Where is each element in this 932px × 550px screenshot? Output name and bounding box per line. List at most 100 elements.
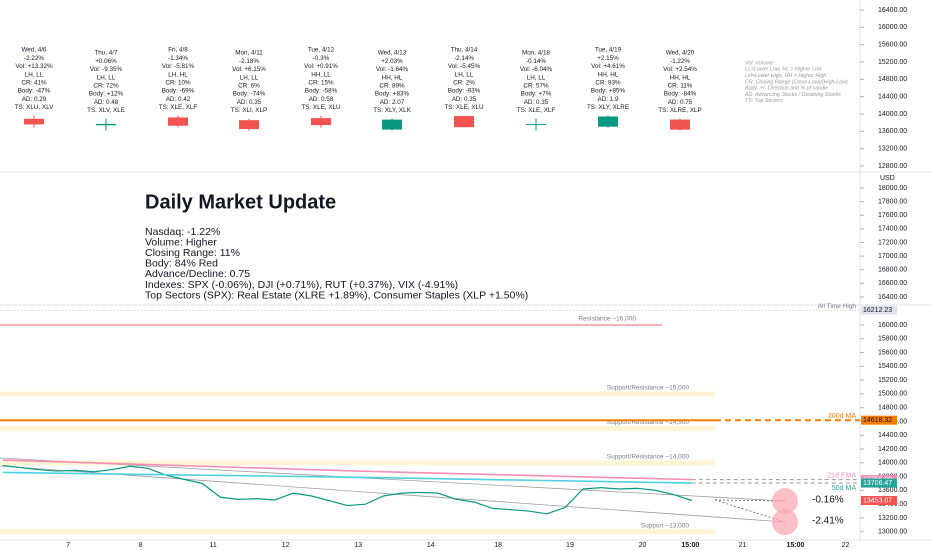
target-circle — [772, 488, 798, 514]
card-line: -1.34% — [168, 55, 188, 62]
ma-label: 50d MA — [832, 485, 856, 492]
card-line: -1.22% — [670, 58, 690, 65]
price-badge-label: 16212.23 — [863, 307, 892, 314]
y-tick-label: 17000.00 — [878, 253, 907, 260]
x-tick-label: 21 — [739, 542, 747, 549]
candle-body — [454, 116, 474, 128]
y-tick-label: 13600.00 — [878, 487, 907, 494]
y-tick-label: 13200.00 — [878, 145, 907, 152]
candle-body — [96, 123, 116, 126]
ma-line — [2, 459, 692, 481]
level-label: Support/Resistance ~14,500 — [607, 419, 690, 426]
price-badge-label: 13453.07 — [863, 497, 892, 504]
price-badge — [861, 415, 897, 425]
y-tick-label: 16800.00 — [878, 267, 907, 274]
ma-line — [2, 471, 692, 484]
y-tick-label: 14000.00 — [878, 460, 907, 467]
y-tick-label: 13600.00 — [878, 128, 907, 135]
target-circle — [772, 509, 798, 535]
candle-body — [598, 116, 618, 127]
legend-line: CR: Closing Range (Close-Low)/(High-Low) — [745, 79, 848, 85]
annotation: -2.41% — [812, 516, 844, 527]
card-line: Body: +83% — [375, 91, 410, 98]
card-line: Body: -47% — [18, 88, 51, 95]
card-date: Mon, 4/11 — [235, 50, 263, 57]
card-line: AD: 0.42 — [166, 96, 191, 103]
card-line: Vol: -6.04% — [520, 66, 553, 73]
card-line: Vol: +13.32% — [15, 63, 53, 70]
y-tick-label: 16400.00 — [878, 7, 907, 14]
update-line: Volume: Higher — [145, 236, 217, 248]
level-label: Support/Resistance ~15,000 — [607, 385, 690, 392]
price-line — [2, 464, 692, 515]
card-line: CR: 2% — [453, 79, 475, 86]
card-line: LH, LL — [527, 74, 546, 81]
card-line: AD: 0.75 — [668, 99, 693, 106]
card-line: LH, LL — [240, 74, 259, 81]
x-tick-label: 19 — [566, 542, 574, 549]
x-tick-label: 12 — [282, 542, 290, 549]
legend-line: TS: Top Sectors — [745, 98, 783, 104]
level-band — [0, 425, 716, 431]
card-line: +2.15% — [597, 55, 619, 62]
level-band — [0, 391, 716, 397]
card-line: -2.14% — [454, 55, 474, 62]
card-line: TS: XLE, XLF — [159, 104, 198, 111]
price-badge — [861, 496, 897, 506]
card-line: +0.06% — [95, 58, 117, 65]
x-tick-label: 18 — [494, 542, 502, 549]
card-line: CR: 10% — [165, 79, 191, 86]
y-tick-label: 17800.00 — [878, 198, 907, 205]
x-tick-label: 20 — [639, 542, 647, 549]
y-tick-label: 17400.00 — [878, 226, 907, 233]
candle-body — [24, 118, 44, 125]
x-tick-label: 14 — [427, 542, 435, 549]
x-tick-label: 22 — [842, 542, 850, 549]
candle-body — [526, 124, 546, 126]
card-date: Wed, 4/6 — [21, 47, 47, 54]
x-tick-label: 13 — [354, 542, 362, 549]
ma-label: 21d EMA — [827, 472, 856, 479]
y-tick-label: 15600.00 — [878, 349, 907, 356]
y-tick-label: 13200.00 — [878, 515, 907, 522]
level-label: Support ~13,000 — [641, 522, 690, 529]
trend-line — [0, 457, 786, 502]
card-line: +2.03% — [381, 58, 403, 65]
price-badge — [861, 478, 897, 488]
update-line: Body: 84% Red — [145, 258, 218, 270]
card-line: -0.3% — [313, 55, 330, 62]
card-date: Thu, 4/7 — [94, 50, 118, 57]
price-badge-label: 13706.47 — [863, 480, 892, 487]
card-line: CR: 57% — [523, 82, 549, 89]
card-line: AD: 0.58 — [309, 96, 334, 103]
card-line: Body: +12% — [89, 91, 124, 98]
x-tick-label: 15:00 — [681, 542, 699, 549]
card-line: LH, LL — [25, 71, 44, 78]
y-tick-label: 16000.00 — [878, 24, 907, 31]
card-line: Body: -74% — [233, 91, 266, 98]
update-line: Closing Range: 11% — [145, 247, 240, 259]
x-tick-label: 8 — [139, 542, 143, 549]
level-band — [0, 460, 716, 466]
card-line: TS: XLV, XLE — [87, 107, 125, 114]
card-line: Vol: +0.91% — [304, 63, 338, 70]
y-tick-label: 15400.00 — [878, 363, 907, 370]
level-band — [0, 529, 716, 535]
card-line: TS: XLY, XLRE — [587, 104, 629, 111]
card-line: Body: -58% — [305, 88, 338, 95]
card-date: Tue, 4/12 — [308, 47, 335, 54]
y-tick-label: 15200.00 — [878, 59, 907, 66]
card-line: CR: 15% — [308, 79, 334, 86]
candle-body — [382, 119, 402, 130]
card-date: Mon, 4/18 — [522, 50, 551, 57]
card-line: Body: -84% — [664, 91, 697, 98]
card-line: CR: 72% — [93, 82, 119, 89]
card-line: AD: 0.35 — [237, 99, 262, 106]
axis-unit: USD — [880, 175, 895, 182]
card-line: Vol: -5.81% — [162, 63, 195, 70]
card-line: HH, HL — [670, 74, 691, 81]
card-line: AD: 2.07 — [380, 99, 405, 106]
card-line: HH, HL — [598, 71, 619, 78]
update-line: Nasdaq: -1.22% — [145, 226, 220, 238]
